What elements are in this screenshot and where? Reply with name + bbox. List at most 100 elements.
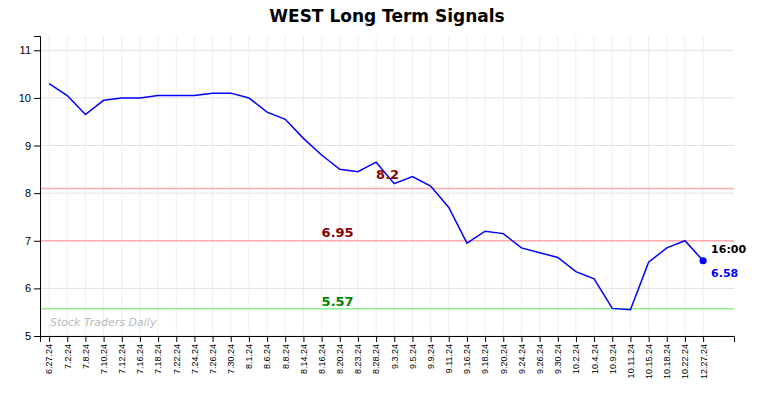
x-tick-mark <box>231 336 232 342</box>
x-tick: 10.22.24 <box>680 336 690 379</box>
x-tick-label: 9.9.24 <box>426 344 436 369</box>
x-tick: 8.20.24 <box>335 336 345 374</box>
x-tick: 10.11.24 <box>626 336 636 378</box>
x-tick-mark <box>485 336 486 342</box>
x-tick: 9.11.24 <box>444 336 454 373</box>
x-tick-label: 7.16.24 <box>135 344 145 374</box>
x-tick: 8.1.24 <box>244 336 254 369</box>
y-tick: 10 <box>19 92 40 104</box>
x-tick-mark <box>176 336 177 342</box>
x-tick-mark <box>412 336 413 342</box>
grid-line-y <box>40 288 734 289</box>
grid-line-x <box>666 36 667 336</box>
x-tick-mark <box>576 336 577 342</box>
x-tick-label: 7.24.24 <box>190 344 200 374</box>
x-tick: 9.30.24 <box>553 336 563 374</box>
annotation: 6.95 <box>322 225 354 240</box>
x-tick-label: 10.22.24 <box>680 344 690 379</box>
grid-line-x <box>103 36 104 336</box>
x-tick: 7.10.24 <box>99 336 109 374</box>
x-tick: 7.12.24 <box>117 336 127 374</box>
x-tick-label: 7.10.24 <box>99 344 109 374</box>
y-tick-label: 5 <box>25 330 31 342</box>
grid-line-x <box>557 36 558 336</box>
y-tick-mark <box>34 98 40 99</box>
grid-line-x <box>684 36 685 336</box>
x-tick-mark <box>104 336 105 342</box>
grid-line-x <box>448 36 449 336</box>
x-tick-label: 7.30.24 <box>226 344 236 374</box>
x-tick: 9.3.24 <box>390 336 400 369</box>
x-tick: 9.20.24 <box>499 336 509 374</box>
title: WEST Long Term Signals <box>269 6 504 26</box>
grid-line-x <box>67 36 68 336</box>
y-tick-label: 10 <box>19 92 31 104</box>
grid-line-x <box>176 36 177 336</box>
grid-line-x <box>212 36 213 336</box>
grid-line-y <box>40 193 734 194</box>
x-tick-label: 10.11.24 <box>626 344 636 378</box>
x-tick-mark <box>303 336 304 342</box>
grid-line-y <box>40 50 734 51</box>
x-tick-mark <box>467 336 468 342</box>
x-tick-label: 9.5.24 <box>408 344 418 369</box>
grid-line-x <box>703 36 704 336</box>
y-tick: 9 <box>25 140 40 152</box>
x-tick: 10.4.24 <box>589 336 599 374</box>
y-tick-mark <box>34 336 40 337</box>
x-tick-mark <box>67 336 68 342</box>
x-tick-mark <box>249 336 250 342</box>
y-tick: 7 <box>25 235 40 247</box>
x-tick: 9.16.24 <box>462 336 472 374</box>
y-tick-mark <box>34 146 40 147</box>
x-tick-label: 7.18.24 <box>153 344 163 374</box>
annotations: 8.26.955.5716:006.58 <box>322 167 747 310</box>
chart: 6.27.247.2.247.8.247.10.247.12.247.16.24… <box>0 0 784 398</box>
x-tick: 7.26.24 <box>208 336 218 374</box>
y-tick-mark <box>34 193 40 194</box>
y-axis: 567891011 <box>19 37 41 343</box>
x-tick-label: 9.18.24 <box>480 344 490 374</box>
x-tick: 9.9.24 <box>426 336 436 369</box>
y-tick-label: 8 <box>25 187 31 199</box>
x-tick: 8.14.24 <box>299 336 309 374</box>
x-tick-mark <box>503 336 504 342</box>
x-tick: 8.8.24 <box>281 336 291 369</box>
x-tick-label: 6.27.24 <box>44 344 54 374</box>
x-tick-mark <box>649 336 650 342</box>
grid-line-x <box>158 36 159 336</box>
x-tick-mark <box>322 336 323 342</box>
y-tick-mark <box>34 241 40 242</box>
x-tick-label: 7.8.24 <box>81 344 91 369</box>
grid-line-x <box>485 36 486 336</box>
grid-line-x <box>357 36 358 336</box>
grid-line-x <box>575 36 576 336</box>
x-tick: 10.9.24 <box>608 336 618 374</box>
x-tick-mark <box>85 336 86 342</box>
x-tick-label: 9.11.24 <box>444 344 454 373</box>
grid-line-x <box>248 36 249 336</box>
x-tick-label: 9.26.24 <box>535 344 545 374</box>
y-tick-label: 6 <box>25 282 31 294</box>
x-tick-mark <box>685 336 686 342</box>
x-tick-mark <box>285 336 286 342</box>
grid-line-x <box>412 36 413 336</box>
x-tick-label: 7.12.24 <box>117 344 127 374</box>
x-tick-mark <box>358 336 359 342</box>
x-tick: 10.2.24 <box>571 336 581 374</box>
y-tick-label: 9 <box>25 140 31 152</box>
x-tick-mark <box>431 336 432 342</box>
x-tick-mark <box>594 336 595 342</box>
x-tick: 9.24.24 <box>517 336 527 374</box>
y-tick: 5 <box>25 330 40 342</box>
x-tick-mark <box>340 336 341 342</box>
x-tick-label: 9.16.24 <box>462 344 472 374</box>
x-tick-label: 8.1.24 <box>244 344 254 369</box>
x-tick-label: 8.6.24 <box>262 344 272 369</box>
x-tick-label: 8.8.24 <box>281 344 291 369</box>
grid-line-x <box>285 36 286 336</box>
x-tick-mark <box>394 336 395 342</box>
grid-line-x <box>303 36 304 336</box>
plot-area <box>40 84 734 310</box>
x-tick: 8.6.24 <box>262 336 272 369</box>
